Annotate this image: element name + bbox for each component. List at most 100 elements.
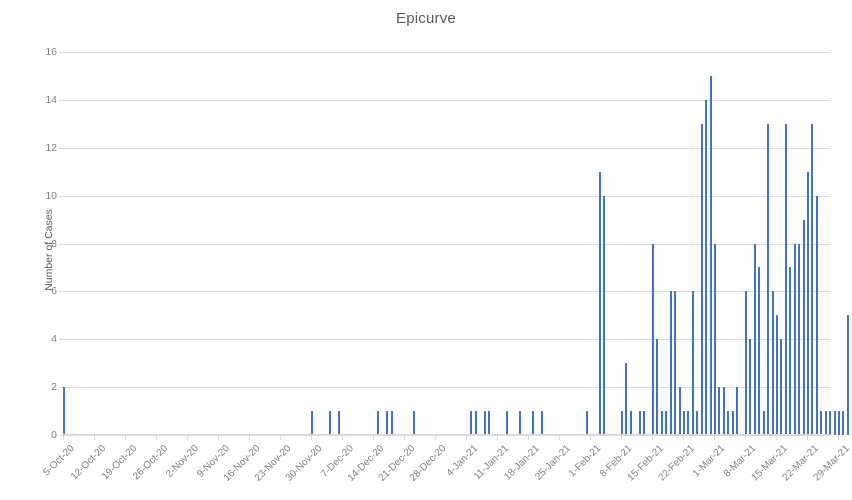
bar bbox=[700, 123, 703, 435]
bar bbox=[652, 243, 654, 435]
y-tick-label-14: 14 bbox=[45, 93, 57, 106]
bar bbox=[780, 339, 783, 435]
gridline-2 bbox=[63, 387, 830, 389]
bar bbox=[829, 411, 832, 435]
x-tick-mark bbox=[807, 435, 808, 440]
bar bbox=[337, 411, 340, 435]
bar bbox=[598, 171, 601, 435]
bar bbox=[846, 315, 849, 435]
x-tick-mark bbox=[218, 435, 219, 440]
bar bbox=[505, 411, 508, 435]
bar bbox=[705, 99, 708, 435]
y-tick-mark-12 bbox=[59, 147, 63, 149]
gridline-4 bbox=[63, 339, 830, 341]
y-tick-label-8: 8 bbox=[51, 237, 57, 250]
bar bbox=[541, 411, 544, 435]
bar bbox=[470, 411, 473, 435]
bar bbox=[377, 411, 380, 435]
bar bbox=[386, 411, 389, 435]
y-tick-mark-8 bbox=[59, 243, 63, 245]
x-tick-mark bbox=[621, 435, 622, 440]
y-tick-mark-6 bbox=[59, 291, 63, 293]
plot-area bbox=[59, 52, 849, 440]
bar bbox=[488, 411, 491, 435]
bar bbox=[696, 411, 699, 435]
x-tick-mark bbox=[156, 435, 157, 440]
y-tick-mark-0 bbox=[59, 435, 63, 436]
x-tick-mark bbox=[528, 435, 529, 440]
gridline-0 bbox=[63, 435, 830, 436]
x-tick-mark bbox=[280, 435, 281, 440]
bar bbox=[802, 219, 805, 435]
y-tick-label-10: 10 bbox=[45, 189, 57, 202]
y-tick-mark-10 bbox=[59, 195, 63, 197]
x-tick-mark bbox=[125, 435, 126, 440]
x-tick-mark bbox=[94, 435, 95, 440]
y-axis-title: Number of Cases bbox=[42, 209, 55, 291]
bar bbox=[691, 291, 694, 435]
x-tick-mark bbox=[373, 435, 374, 440]
x-tick-mark bbox=[404, 435, 405, 440]
x-tick-mark bbox=[435, 435, 436, 440]
x-tick-mark bbox=[187, 435, 188, 440]
bar bbox=[678, 387, 681, 435]
bar bbox=[749, 339, 752, 435]
y-tick-mark-4 bbox=[59, 339, 63, 341]
x-tick-mark bbox=[311, 435, 312, 440]
bar bbox=[731, 411, 734, 435]
gridline-6 bbox=[63, 291, 830, 293]
bar bbox=[603, 195, 606, 435]
gridline-14 bbox=[63, 99, 830, 101]
bar bbox=[811, 123, 814, 435]
bar bbox=[483, 411, 486, 435]
bar bbox=[771, 291, 774, 435]
bar bbox=[709, 75, 712, 435]
bar bbox=[807, 171, 809, 435]
bar bbox=[687, 411, 690, 435]
gridline-16 bbox=[63, 52, 830, 53]
bar bbox=[669, 291, 672, 435]
y-tick-label-12: 12 bbox=[45, 141, 57, 154]
bar bbox=[776, 315, 778, 435]
bar bbox=[656, 339, 659, 435]
bar bbox=[762, 411, 765, 435]
bar bbox=[758, 267, 761, 435]
bar bbox=[784, 123, 787, 435]
bar bbox=[815, 195, 818, 435]
x-axis-line bbox=[63, 434, 830, 435]
chart-title: Epicurve bbox=[396, 10, 456, 27]
bar bbox=[665, 411, 668, 435]
bar bbox=[621, 411, 623, 435]
x-tick-mark bbox=[63, 435, 64, 440]
bar bbox=[63, 387, 65, 435]
y-tick-label-2: 2 bbox=[51, 381, 57, 394]
bar bbox=[789, 267, 792, 435]
x-tick-mark bbox=[342, 435, 343, 440]
bar bbox=[643, 411, 646, 435]
x-tick-label: 2-Nov-20 bbox=[163, 443, 201, 480]
bar bbox=[683, 411, 685, 435]
x-tick-mark bbox=[590, 435, 591, 440]
x-tick-mark bbox=[745, 435, 746, 440]
y-tick-label-6: 6 bbox=[51, 285, 57, 298]
x-tick-label: 1-Mar-21 bbox=[691, 443, 728, 480]
bar bbox=[722, 387, 725, 435]
bar bbox=[625, 363, 628, 435]
y-tick-label-0: 0 bbox=[51, 429, 57, 441]
bar bbox=[838, 411, 840, 435]
bar bbox=[638, 411, 641, 435]
bar bbox=[824, 411, 827, 435]
y-tick-label-16: 16 bbox=[45, 46, 57, 58]
bar bbox=[660, 411, 663, 435]
bar bbox=[718, 387, 721, 435]
bar bbox=[674, 291, 677, 435]
x-tick-mark bbox=[652, 435, 653, 440]
bar bbox=[629, 411, 632, 435]
bar bbox=[736, 387, 739, 435]
bar bbox=[745, 291, 747, 435]
bar bbox=[833, 411, 836, 435]
bar bbox=[328, 411, 331, 435]
gridline-10 bbox=[63, 195, 830, 197]
gridline-12 bbox=[63, 147, 830, 149]
x-tick-mark bbox=[776, 435, 777, 440]
